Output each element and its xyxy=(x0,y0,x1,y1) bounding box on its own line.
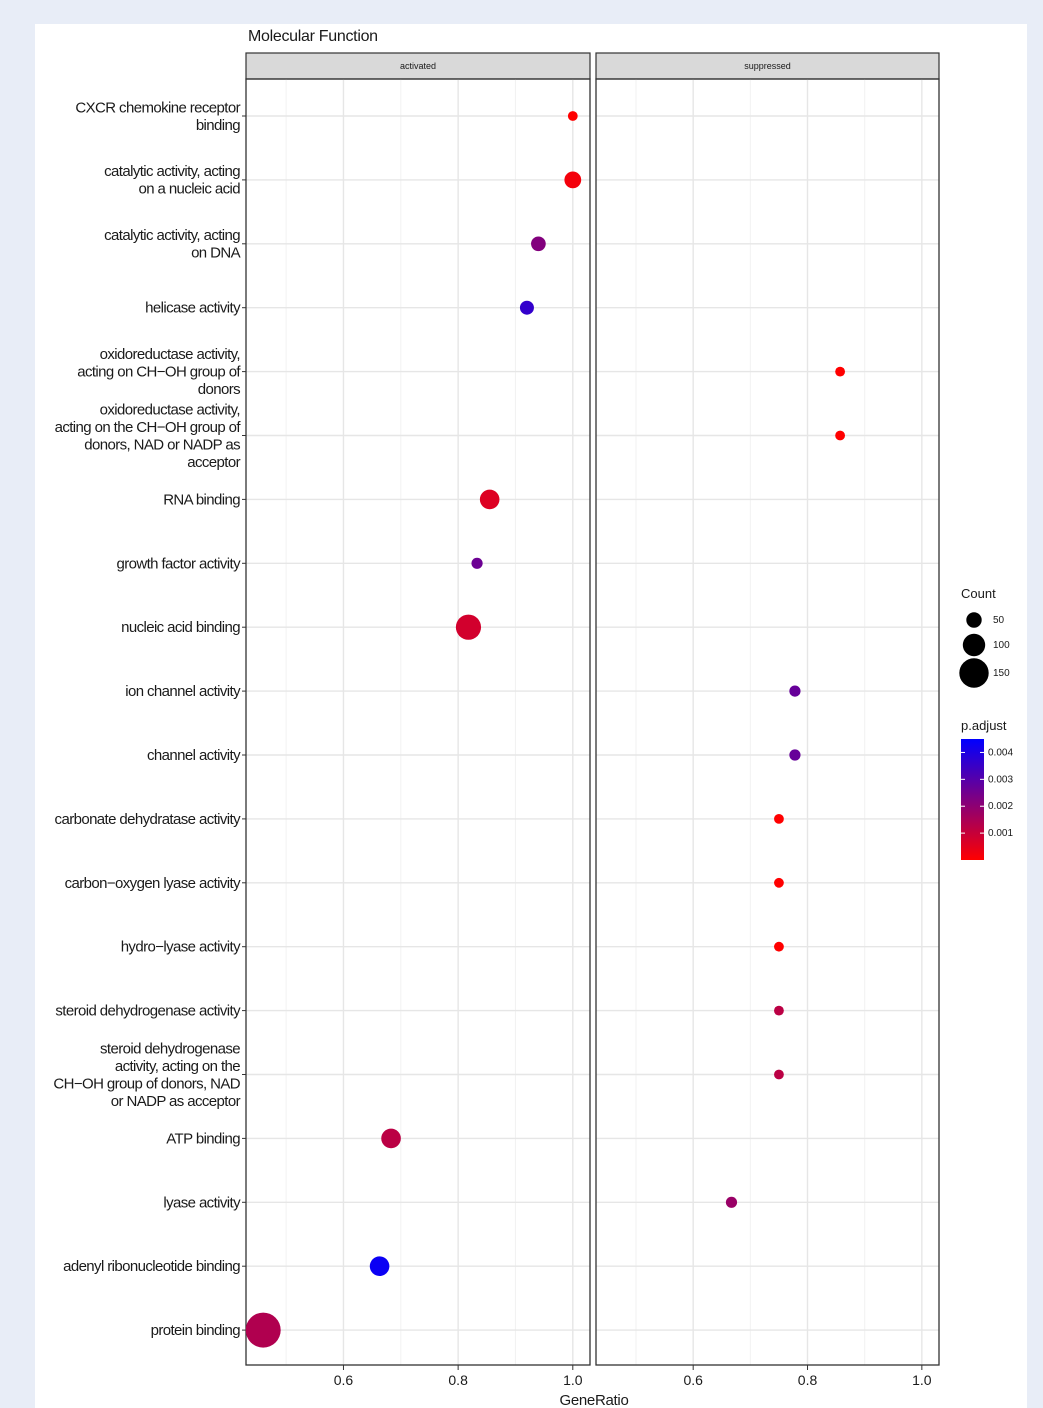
chart-frame: Molecular Function activated suppressed C… xyxy=(35,24,1027,1408)
data-point xyxy=(774,941,784,952)
x-tick-label: 0.6 xyxy=(334,1372,354,1388)
data-point xyxy=(479,489,500,510)
size-legend-label: 50 xyxy=(993,615,1005,626)
category-label: ATP binding xyxy=(166,1130,240,1147)
data-point xyxy=(245,1312,281,1348)
data-point xyxy=(519,300,534,315)
size-legend-label: 100 xyxy=(993,640,1010,651)
color-legend-label: 0.001 xyxy=(988,828,1013,839)
category-label: growth factor activity xyxy=(116,555,241,572)
data-point xyxy=(725,1196,738,1208)
x-tick-label: 1.0 xyxy=(563,1372,583,1388)
data-point xyxy=(471,557,483,569)
category-label: protein binding xyxy=(151,1322,241,1339)
size-legend-label: 150 xyxy=(993,668,1010,679)
category-label: RNA binding xyxy=(163,491,240,508)
category-label: ion channel activity xyxy=(125,683,241,700)
panel-strip-label: activated xyxy=(400,61,436,71)
data-point xyxy=(567,111,578,121)
data-point xyxy=(774,1069,784,1080)
data-point xyxy=(381,1128,401,1149)
size-legend-key xyxy=(962,633,986,657)
size-legend-title: Count xyxy=(961,586,996,601)
category-label: catalytic activity, acting on a nucleic a… xyxy=(104,163,240,198)
category-label: CXCR chemokine receptor binding xyxy=(75,99,240,134)
panel-strip xyxy=(595,52,940,80)
category-label: helicase activity xyxy=(145,300,241,317)
dot-plot-chart: Molecular Function activated suppressed C… xyxy=(53,28,1013,1408)
data-point xyxy=(774,1005,784,1016)
data-point xyxy=(774,877,784,888)
panel-strip-label: suppressed xyxy=(744,61,791,71)
category-label: catalytic activity, acting on DNA xyxy=(104,227,240,261)
panel-border xyxy=(245,78,591,1366)
category-label: hydro−lyase activity xyxy=(121,939,241,956)
x-tick-label: 0.8 xyxy=(798,1372,818,1388)
x-tick-label: 1.0 xyxy=(912,1372,932,1388)
data-point xyxy=(835,366,846,377)
color-legend-label: 0.003 xyxy=(988,774,1013,785)
color-legend-label: 0.004 xyxy=(988,747,1013,758)
chart-title: Molecular Function xyxy=(248,28,378,45)
category-label: carbon−oxygen lyase activity xyxy=(65,875,241,892)
color-legend-label: 0.002 xyxy=(988,801,1013,812)
category-label: steroid dehydrogenase activity, acting on… xyxy=(53,1040,240,1110)
data-point xyxy=(564,171,582,189)
size-legend-key xyxy=(959,658,989,688)
x-axis-title: GeneRatio xyxy=(559,1392,628,1408)
category-label: carbonate dehydratase activity xyxy=(55,811,242,828)
data-point xyxy=(531,236,546,252)
data-point xyxy=(789,749,801,761)
x-tick-label: 0.6 xyxy=(683,1372,703,1388)
size-legend-key xyxy=(966,612,982,628)
color-legend-title: p.adjust xyxy=(961,718,1007,733)
category-label: oxidoreductase activity, acting on CH−OH … xyxy=(77,346,241,398)
color-bar xyxy=(961,739,984,860)
data-point xyxy=(455,614,482,640)
category-label: channel activity xyxy=(147,747,241,764)
category-label: adenyl ribonucleotide binding xyxy=(63,1258,240,1275)
panel-border xyxy=(595,78,940,1366)
category-label: oxidoreductase activity, acting on the CH… xyxy=(55,401,242,471)
data-point xyxy=(774,814,784,824)
panel-strip xyxy=(245,52,591,80)
data-point xyxy=(369,1256,390,1276)
data-point xyxy=(789,685,801,697)
category-label: lyase activity xyxy=(163,1194,241,1211)
data-point xyxy=(835,430,846,441)
x-tick-label: 0.8 xyxy=(448,1372,468,1388)
category-label: nucleic acid binding xyxy=(121,619,240,636)
category-label: steroid dehydrogenase activity xyxy=(55,1003,241,1020)
